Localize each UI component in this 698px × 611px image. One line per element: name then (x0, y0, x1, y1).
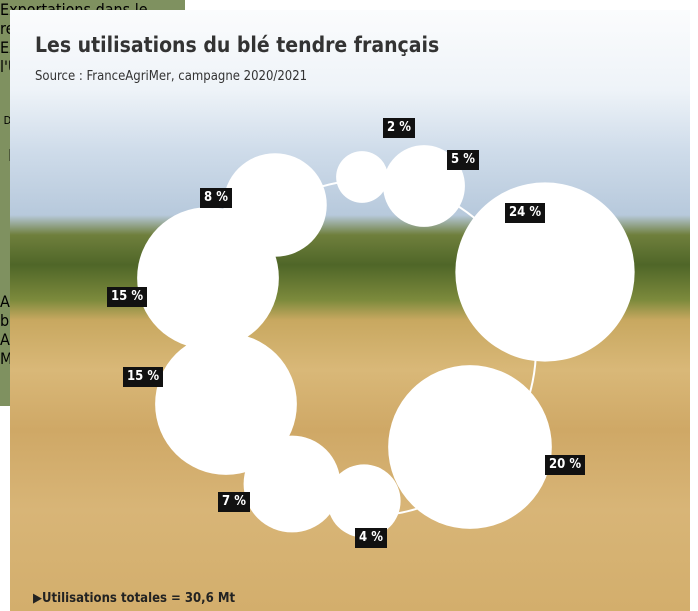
bubble (336, 151, 388, 203)
percent-label: 8 % (200, 188, 232, 208)
percent-label: 15 % (123, 367, 163, 387)
bubble (388, 365, 552, 529)
total: Utilisations totales = 30,6 Mt (42, 591, 235, 606)
percent-label: 5 % (447, 150, 479, 170)
percent-label: 24 % (505, 203, 545, 223)
bubble-layer (0, 0, 698, 611)
bubble (223, 153, 327, 257)
bubble (327, 464, 400, 537)
infographic: Les utilisations du blé tendre français … (0, 0, 698, 611)
percent-label: 7 % (218, 492, 250, 512)
bubble (244, 436, 341, 533)
chart-subtitle: Source : FranceAgriMer, campagne 2020/20… (35, 69, 307, 84)
total-note: ▶Utilisations totales = 30,6 Mt (33, 591, 235, 606)
chart-title: Les utilisations du blé tendre français (35, 33, 439, 57)
arrow: ▶ (33, 591, 42, 606)
percent-label: 2 % (383, 118, 415, 138)
percent-label: 20 % (545, 455, 585, 475)
percent-label: 15 % (107, 287, 147, 307)
percent-label: 4 % (355, 528, 387, 548)
